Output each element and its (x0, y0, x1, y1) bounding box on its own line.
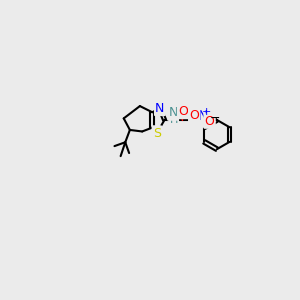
Text: N: N (197, 110, 208, 124)
Text: S: S (153, 127, 161, 140)
Text: N: N (155, 102, 165, 115)
Text: −: − (210, 112, 220, 124)
Text: H: H (169, 115, 178, 125)
Text: +: + (202, 107, 211, 117)
Text: O: O (189, 109, 199, 122)
Text: O: O (178, 105, 188, 118)
Text: O: O (205, 115, 214, 128)
Text: O: O (201, 113, 211, 126)
Text: N: N (168, 106, 178, 119)
